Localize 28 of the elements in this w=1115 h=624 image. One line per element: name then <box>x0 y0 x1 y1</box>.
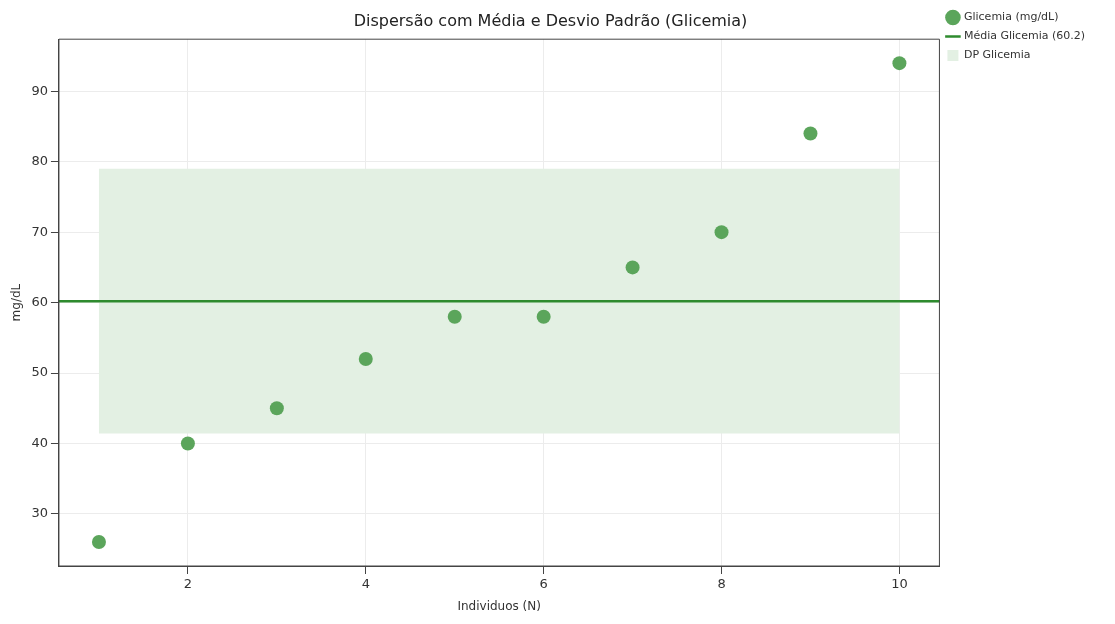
point <box>447 309 462 324</box>
y-tick-label: 90 <box>31 82 48 98</box>
point <box>714 225 729 240</box>
point <box>91 535 106 550</box>
y-axis-title: mg/dL <box>9 283 24 322</box>
y-tick-label: 50 <box>31 364 48 380</box>
point <box>892 56 907 71</box>
y-tick-label: 40 <box>31 434 48 450</box>
legend-label: DP Glicemia <box>963 48 1031 62</box>
point <box>625 260 640 275</box>
chart-title: Dispersão com Média e Desvio Padrão (Glicemia) <box>353 10 748 30</box>
point <box>536 309 551 324</box>
point <box>180 436 195 451</box>
y-tick-label: 30 <box>31 505 48 521</box>
y-tick-label: 70 <box>31 223 48 239</box>
x-axis-title: Individuos (N) <box>457 598 541 613</box>
x-tick-label: 2 <box>183 576 193 592</box>
legend-label: Média Glicemia (60.2) <box>963 29 1086 43</box>
x-tick-label: 10 <box>891 576 908 592</box>
point <box>269 401 284 416</box>
y-tick-label: 80 <box>31 153 48 169</box>
y-tick-label: 60 <box>31 293 48 309</box>
point <box>358 351 373 366</box>
point <box>803 126 818 141</box>
x-tick-label: 8 <box>717 576 726 592</box>
legend-label: Glicemia (mg/dL) <box>963 10 1059 24</box>
x-tick-label: 6 <box>539 576 548 592</box>
x-tick-label: 4 <box>361 576 370 592</box>
